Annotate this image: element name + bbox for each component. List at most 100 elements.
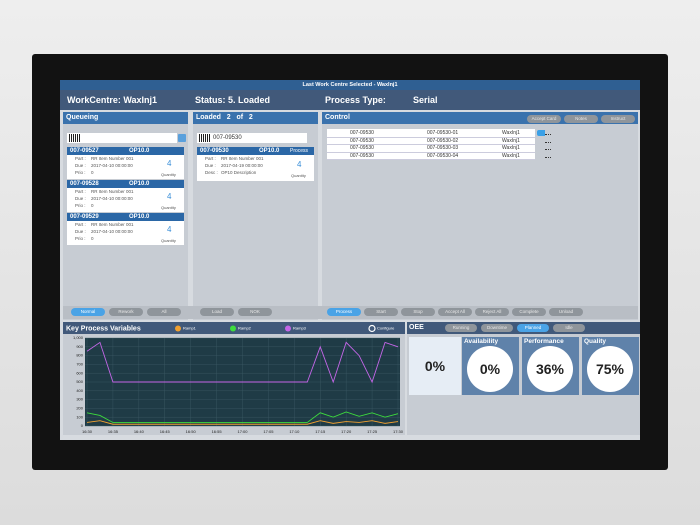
tile-label: Availability xyxy=(464,338,499,345)
table-row xyxy=(327,138,535,145)
configure[interactable]: Configure xyxy=(377,326,395,331)
button[interactable]: Rework xyxy=(109,308,143,316)
legend-label: Ramp3 xyxy=(293,326,307,331)
table-cell: 007-09530-02 xyxy=(427,137,459,144)
field-label: Prio : xyxy=(75,170,86,175)
series-line xyxy=(86,420,399,425)
print-icon[interactable] xyxy=(178,134,186,142)
queue-card[interactable]: 007-09529 OP10.0 Part : RR Item Number 001 D… xyxy=(67,213,184,245)
field-value: 2017-04-10 00:00:00 xyxy=(91,229,133,234)
scan-box[interactable] xyxy=(197,133,307,143)
card-op: OP10.0 xyxy=(129,181,150,187)
scan-box[interactable] xyxy=(67,133,177,143)
field-label: Desc : xyxy=(205,170,218,175)
tile-value: 0% xyxy=(479,361,501,377)
field-value: OP10 Description xyxy=(221,170,257,175)
button[interactable]: NOK xyxy=(238,308,272,316)
tile-value: 36% xyxy=(535,361,565,377)
field-label: Due : xyxy=(75,196,86,201)
field-value: RR Item Number 001 xyxy=(91,189,134,194)
button[interactable]: Complete xyxy=(512,308,546,316)
row-more xyxy=(545,130,551,135)
card-id: 007-09528 xyxy=(70,181,99,187)
y-tick-label: 400 xyxy=(76,388,83,393)
x-tick-label: 16:35 xyxy=(108,429,119,434)
table-row xyxy=(327,145,535,153)
y-tick-label: 0 xyxy=(81,423,84,428)
card-header xyxy=(67,180,184,188)
button[interactable]: Unload xyxy=(549,308,583,316)
quantity: 4 xyxy=(167,192,172,201)
card-op: OP10.0 xyxy=(259,148,280,154)
field-value: 0 xyxy=(91,170,94,175)
button[interactable]: Downtime xyxy=(481,324,513,332)
y-tick-label: 300 xyxy=(76,397,83,402)
button[interactable]: Idle xyxy=(553,324,585,332)
button[interactable]: Start xyxy=(364,308,398,316)
queue-card[interactable]: 007-09527 OP10.0 Part : RR Item Number 001 D… xyxy=(67,147,184,179)
button[interactable]: Accept All xyxy=(438,308,472,316)
legend-label: Ramp2 xyxy=(238,326,252,331)
button[interactable]: Process xyxy=(327,308,361,316)
button[interactable]: Notes xyxy=(564,115,598,123)
table-cell: 007-09530-03 xyxy=(427,145,459,151)
tile-value: 75% xyxy=(595,361,625,377)
oee-title: OEE xyxy=(409,324,424,331)
y-tick-label: 1,000 xyxy=(73,335,84,340)
legend-swatch xyxy=(175,325,181,332)
button[interactable]: Load xyxy=(200,308,234,316)
gauge xyxy=(587,346,633,392)
field-label: Part : xyxy=(75,222,86,227)
button[interactable]: Stop xyxy=(401,308,435,316)
button[interactable]: Normal xyxy=(71,308,105,316)
field-value: 2017-04-19 00:00:00 xyxy=(221,163,263,168)
row-marker xyxy=(537,130,545,136)
x-tick-label: 17:00 xyxy=(237,429,248,434)
x-tick-label: 16:45 xyxy=(160,429,171,434)
button[interactable]: All xyxy=(147,308,181,316)
header-bar xyxy=(60,90,640,110)
button[interactable]: Instruct xyxy=(601,115,635,123)
queue-card[interactable]: 007-09528 OP10.0 Part : RR Item Number 001 D… xyxy=(67,180,184,212)
quantity: 4 xyxy=(167,159,172,168)
card-op: OP10.0 xyxy=(129,214,150,220)
button[interactable]: Reject All xyxy=(475,308,509,316)
x-tick-label: 17:05 xyxy=(263,429,274,434)
x-tick-label: 17:20 xyxy=(341,429,352,434)
x-tick-label: 16:30 xyxy=(82,429,93,434)
title-bar: Last Work Centre Selected - WaxInj1 xyxy=(60,80,640,90)
button[interactable]: Planned xyxy=(517,324,549,332)
table-row xyxy=(327,153,535,160)
y-tick-label: 800 xyxy=(76,353,83,358)
x-tick-label: 17:15 xyxy=(315,429,326,434)
process-type-label: Process Type: xyxy=(325,95,386,105)
table-cell: 007-09530 xyxy=(350,152,374,159)
button[interactable]: Accept Card xyxy=(527,115,561,123)
table-cell: 007-09530 xyxy=(350,137,374,144)
field-value: RR Item Number 001 xyxy=(221,156,264,161)
series-line xyxy=(86,411,399,423)
gauge xyxy=(527,346,573,392)
quantity: 4 xyxy=(167,225,172,234)
oee-tile: Performance 36% xyxy=(522,337,579,395)
y-tick-label: 900 xyxy=(76,344,83,349)
field-label: Prio : xyxy=(75,203,86,208)
field-value: RR Item Number 001 xyxy=(91,156,134,161)
card-id: 007-09529 xyxy=(70,214,99,220)
field-value: 0 xyxy=(91,203,94,208)
card-header xyxy=(197,147,314,155)
oee-overall: 0% xyxy=(424,358,446,374)
loaded-card[interactable]: 007-09530 OP10.0 Process Part : RR Item Numb… xyxy=(197,147,314,181)
button[interactable]: Running xyxy=(445,324,477,332)
oee-overall-tile xyxy=(409,337,461,395)
field-value: RR Item Number 001 xyxy=(91,222,134,227)
y-tick-label: 600 xyxy=(76,370,83,375)
x-tick-label: 17:30 xyxy=(393,429,404,434)
tile-label: Performance xyxy=(524,338,564,345)
y-tick-label: 100 xyxy=(76,414,83,419)
status: Status: 5. Loaded xyxy=(195,95,271,105)
gear-icon xyxy=(368,324,376,333)
table-cell: WaxInj1 xyxy=(502,137,520,144)
tile-label: Quality xyxy=(584,338,607,345)
x-tick-label: 16:40 xyxy=(134,429,145,434)
